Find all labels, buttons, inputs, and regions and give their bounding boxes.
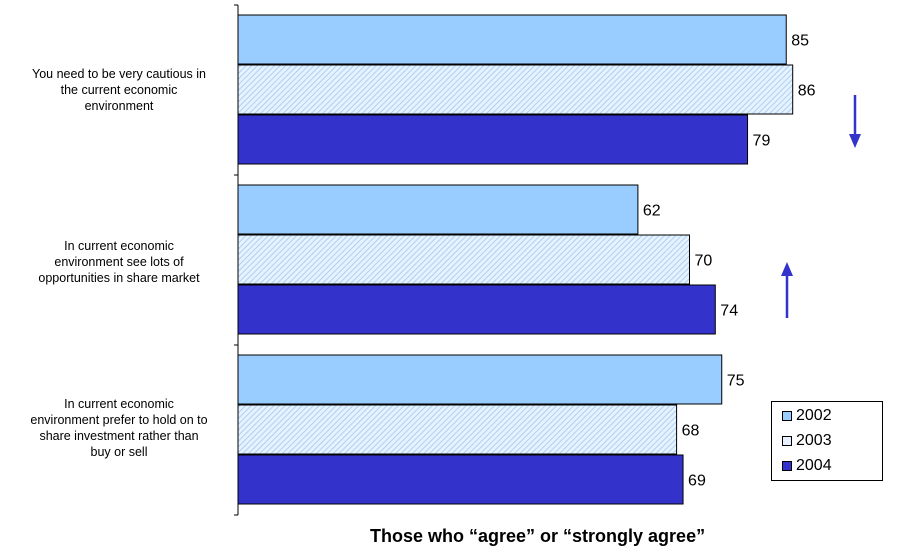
trend-arrows-group — [781, 95, 861, 318]
category-label-line: environment — [84, 99, 154, 113]
category-label-3: In current economic environment prefer to… — [4, 396, 234, 460]
value-label-2003-cat3: 68 — [682, 423, 700, 440]
x-axis-title: Those who “agree” or “strongly agree” — [370, 526, 706, 546]
category-label-line: buy or sell — [90, 445, 148, 459]
bar-2003-cat1 — [237, 64, 794, 115]
arrow-down-icon — [849, 95, 861, 148]
legend-label-2002: 2002 — [796, 407, 832, 424]
legend-label-2004: 2004 — [796, 457, 832, 474]
category-label-2: In current economic environment see lots … — [4, 238, 234, 286]
legend: 2002 2003 2004 — [771, 401, 883, 481]
category-label-line: In current economic — [64, 397, 174, 411]
bar-2004-cat3 — [237, 454, 684, 505]
category-axis — [234, 4, 239, 516]
value-label-2004-cat3: 69 — [688, 473, 706, 490]
category-label-1: You need to be very cautious in the curre… — [4, 66, 234, 114]
legend-label-2003: 2003 — [796, 432, 832, 449]
category-label-line: share investment rather than — [39, 429, 199, 443]
value-label-2002-cat2: 62 — [643, 203, 661, 220]
category-label-line: You need to be very cautious in — [32, 67, 206, 81]
category-label-line: the current economic — [60, 83, 178, 97]
value-label-2004-cat2: 74 — [720, 303, 738, 320]
value-label-2004-cat1: 79 — [753, 133, 771, 150]
value-label-2003-cat2: 70 — [695, 253, 713, 270]
legend-swatch-2004 — [782, 461, 792, 471]
bar-2004-cat1 — [237, 114, 749, 165]
bar-2003-cat3 — [237, 404, 678, 455]
legend-swatch-2002 — [782, 411, 792, 421]
value-label-2002-cat1: 85 — [791, 33, 809, 50]
legend-item-2002: 2002 — [782, 406, 832, 426]
legend-swatch-2003 — [782, 436, 792, 446]
bar-2004-cat2 — [237, 284, 716, 335]
value-labels-group: 85 86 79 62 70 74 75 68 69 — [643, 33, 816, 490]
legend-item-2003: 2003 — [782, 431, 832, 451]
value-label-2002-cat3: 75 — [727, 373, 745, 390]
category-label-line: environment see lots of — [54, 255, 184, 269]
category-label-line: environment prefer to hold on to — [30, 413, 208, 427]
bars-group — [237, 14, 794, 505]
bar-2003-cat2 — [237, 234, 690, 285]
category-label-line: In current economic — [64, 239, 174, 253]
arrow-up-icon — [781, 262, 793, 318]
value-label-2003-cat1: 86 — [798, 83, 816, 100]
legend-item-2004: 2004 — [782, 456, 832, 476]
category-label-line: opportunities in share market — [38, 271, 200, 285]
bar-2002-cat3 — [237, 354, 723, 405]
bar-2002-cat1 — [237, 14, 787, 65]
bar-2002-cat2 — [237, 184, 639, 235]
